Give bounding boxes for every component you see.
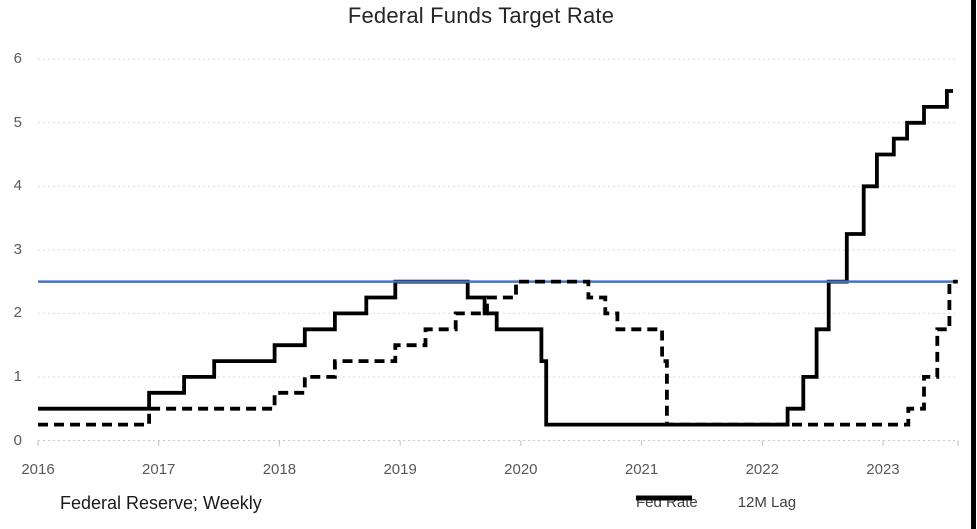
y-tick-label-4: 4 xyxy=(13,177,22,195)
x-tick-label-2016: 2016 xyxy=(21,461,55,478)
y-tick-label-0: 0 xyxy=(13,431,22,449)
x-tick-label-2022: 2022 xyxy=(745,461,779,478)
fed-rate-line xyxy=(38,89,953,427)
chart-title: Federal Funds Target Rate xyxy=(347,3,615,28)
y-tick-label-5: 5 xyxy=(13,113,22,131)
source-note: Federal Reserve; Weekly xyxy=(60,493,262,513)
legend: Fed Rate 12M Lag xyxy=(636,494,796,511)
lag-line-swatch xyxy=(636,495,688,501)
page-right-border xyxy=(971,0,976,529)
y-tick-label-2: 2 xyxy=(13,304,22,322)
y-tick-label-6: 6 xyxy=(13,50,22,68)
x-tick-label-2018: 2018 xyxy=(262,461,297,478)
legend-item-12m-lag: 12M Lag xyxy=(636,494,797,511)
y-tick-label-1: 1 xyxy=(13,367,22,385)
lag-line xyxy=(38,279,958,427)
x-tick-label-2017: 2017 xyxy=(142,461,176,478)
legend-label-12m-lag: 12M Lag xyxy=(737,494,797,511)
x-tick-label-2023: 2023 xyxy=(866,461,900,478)
x-tick-label-2021: 2021 xyxy=(624,461,659,478)
x-tick-label-2020: 2020 xyxy=(504,461,538,478)
y-tick-label-3: 3 xyxy=(13,240,22,258)
x-tick-label-2019: 2019 xyxy=(383,461,417,478)
